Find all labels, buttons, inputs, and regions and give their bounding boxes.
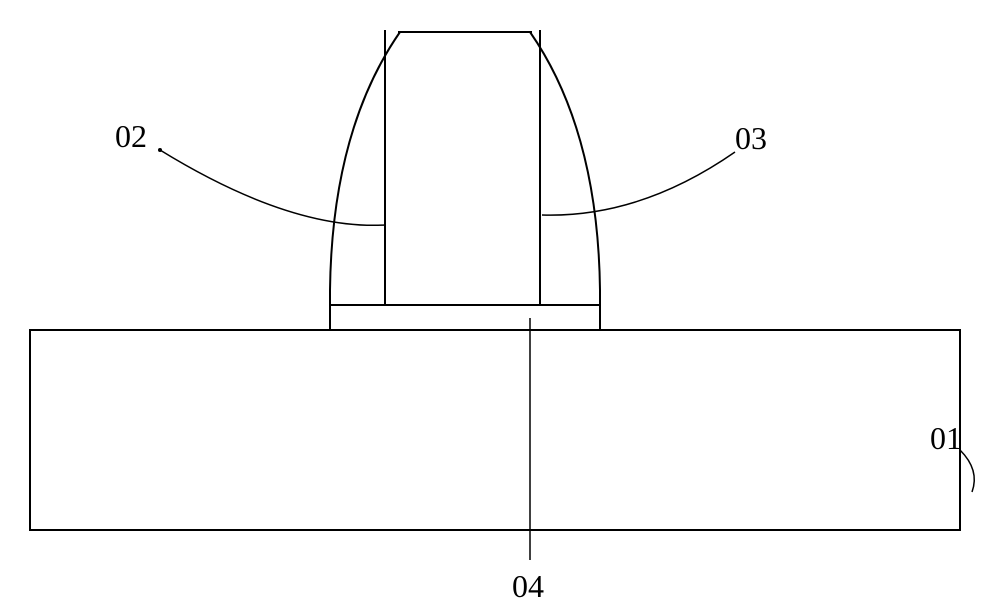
- leader-02: [160, 150, 385, 225]
- label-04: 04: [512, 568, 544, 605]
- substrate-rect: [30, 330, 960, 530]
- oxide-layer-rect: [330, 305, 600, 330]
- diagram-container: 02 03 04 01: [0, 0, 1000, 611]
- leader-03: [542, 152, 735, 215]
- leader-02-dot: [158, 148, 162, 152]
- leader-01: [960, 450, 974, 492]
- label-01: 01: [930, 420, 962, 457]
- diagram-svg: [0, 0, 1000, 611]
- label-02: 02: [115, 118, 147, 155]
- label-03: 03: [735, 120, 767, 157]
- dome-left-outline: [330, 32, 400, 305]
